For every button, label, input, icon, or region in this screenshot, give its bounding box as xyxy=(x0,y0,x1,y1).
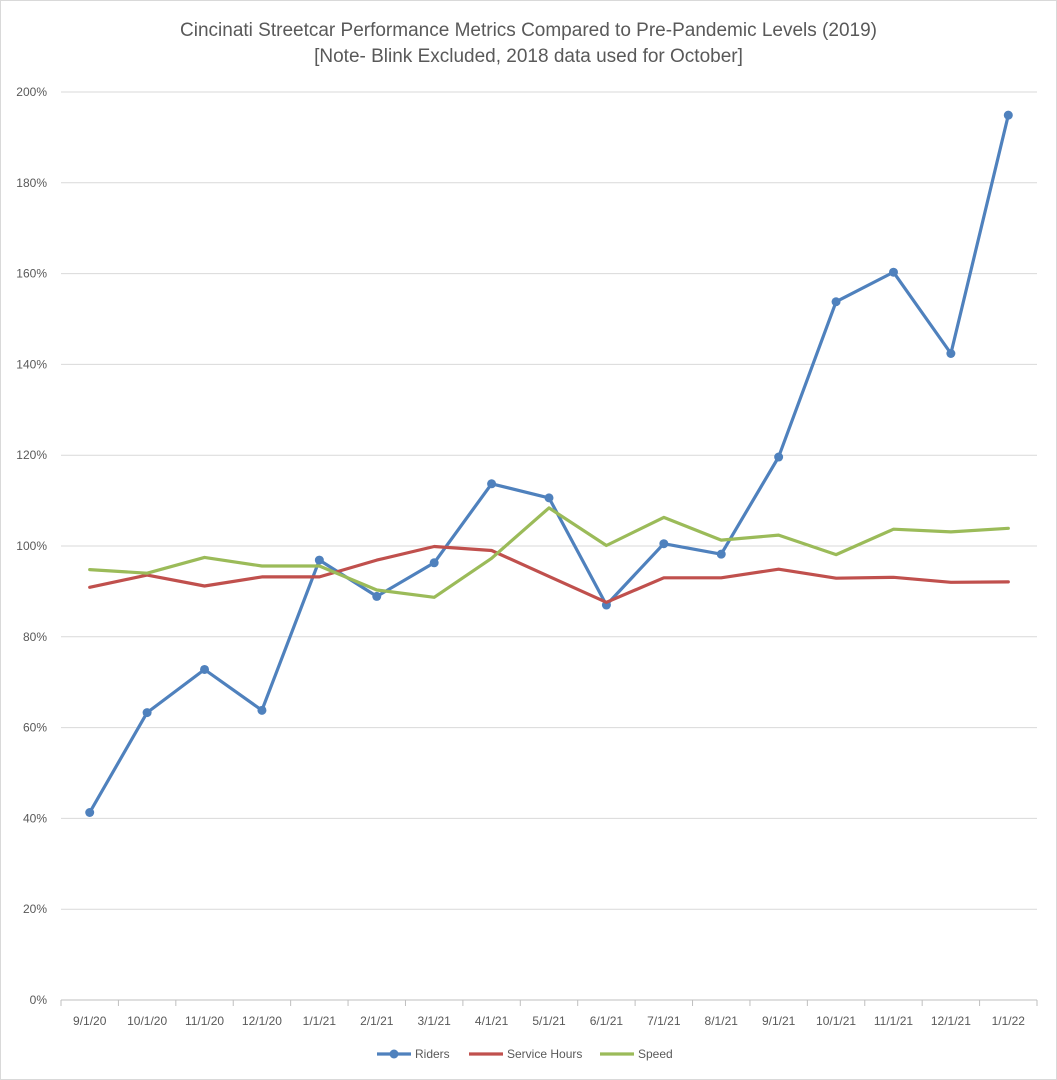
x-tick-label: 1/1/21 xyxy=(303,1014,337,1028)
riders-point xyxy=(831,297,841,307)
legend-marker-riders xyxy=(389,1049,399,1059)
gridlines xyxy=(61,91,1037,910)
riders-point xyxy=(544,493,554,503)
x-tick-label: 1/1/22 xyxy=(992,1014,1026,1028)
riders-point xyxy=(372,591,382,601)
x-tick-label: 5/1/21 xyxy=(532,1014,566,1028)
series-lines xyxy=(85,110,1013,817)
riders-point xyxy=(946,349,956,359)
riders-point xyxy=(888,267,898,277)
riders-point xyxy=(314,555,324,565)
y-tick-label: 40% xyxy=(23,811,47,825)
riders-point xyxy=(487,479,497,489)
legend-label-service-hours: Service Hours xyxy=(507,1047,582,1061)
y-tick-label: 120% xyxy=(16,448,47,462)
y-tick-label: 180% xyxy=(16,176,47,190)
legend-label-speed: Speed xyxy=(638,1047,673,1061)
y-tick-label: 200% xyxy=(16,85,47,99)
x-tick-label: 11/1/20 xyxy=(185,1014,224,1028)
riders-line xyxy=(88,113,1010,815)
x-tick-label: 9/1/20 xyxy=(73,1014,107,1028)
x-tick-label: 12/1/20 xyxy=(242,1014,282,1028)
axes xyxy=(60,999,1038,1006)
riders-point xyxy=(142,708,152,718)
x-tick-label: 8/1/21 xyxy=(705,1014,739,1028)
y-tick-label: 140% xyxy=(16,357,47,371)
x-tick-label: 7/1/21 xyxy=(647,1014,681,1028)
x-tick-label: 11/1/21 xyxy=(874,1014,913,1028)
chart-title: Cincinati Streetcar Performance Metrics … xyxy=(180,20,877,41)
riders-point xyxy=(774,452,784,462)
x-axis-tick-labels: 9/1/20 10/1/20 11/1/20 12/1/20 1/1/21 2/1/21 3… xyxy=(73,1014,1025,1028)
legend: Riders Service Hours Speed xyxy=(377,1047,673,1061)
x-tick-label: 6/1/21 xyxy=(590,1014,624,1028)
x-tick-label: 10/1/20 xyxy=(127,1014,167,1028)
riders-point xyxy=(716,549,726,559)
y-tick-label: 160% xyxy=(16,267,47,281)
y-tick-label: 80% xyxy=(23,630,47,644)
riders-point xyxy=(659,539,669,549)
x-tick-label: 12/1/21 xyxy=(931,1014,971,1028)
y-tick-label: 0% xyxy=(30,993,48,1007)
riders-point xyxy=(85,807,95,817)
riders-point xyxy=(200,664,210,674)
riders-point xyxy=(257,705,267,715)
speed-line xyxy=(88,506,1010,599)
x-tick-label: 10/1/21 xyxy=(816,1014,856,1028)
legend-label-riders: Riders xyxy=(415,1047,450,1061)
y-tick-label: 20% xyxy=(23,902,47,916)
y-tick-label: 100% xyxy=(16,539,47,553)
y-tick-label: 60% xyxy=(23,721,47,735)
x-tick-label: 4/1/21 xyxy=(475,1014,509,1028)
riders-point xyxy=(1003,110,1013,120)
x-tick-label: 2/1/21 xyxy=(360,1014,394,1028)
x-tick-label: 9/1/21 xyxy=(762,1014,796,1028)
service-hours-line xyxy=(88,544,1010,604)
x-tick-label: 3/1/21 xyxy=(417,1014,451,1028)
chart-subtitle: [Note- Blink Excluded, 2018 data used fo… xyxy=(314,46,743,67)
y-axis-tick-labels: 0% 20% 40% 60% 80% 100% 120% 140% 160% 180% 200% xyxy=(16,85,47,1007)
riders-point xyxy=(429,558,439,568)
